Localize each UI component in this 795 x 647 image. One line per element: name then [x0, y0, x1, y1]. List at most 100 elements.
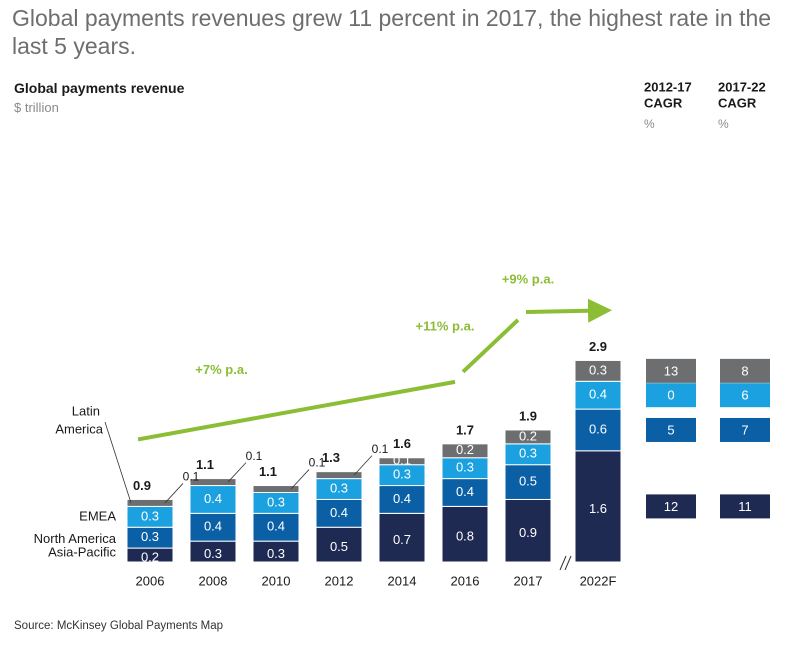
callout-line-2010 [290, 469, 310, 490]
value-label-emea-2010: 0.3 [267, 494, 285, 509]
value-label-asia-pacific-2006: 0.2 [141, 549, 159, 564]
cagr-cell-asia-pacific-2 [720, 494, 770, 519]
cagr-header-1-line2: CAGR [644, 95, 683, 110]
labels-layer: 0.20.30.30.10.920060.30.40.40.11.120080.… [34, 271, 617, 588]
value-label-asia-pacific-2017: 0.9 [519, 525, 537, 540]
axis-break-mark-1 [559, 555, 567, 571]
x-tick-2014: 2014 [388, 573, 417, 588]
callout-line-2008 [227, 462, 247, 483]
cagr-cell-north-america-2 [720, 417, 770, 442]
value-label-north-america-2014: 0.4 [393, 491, 411, 506]
cagr-header-2-unit: % [718, 117, 729, 131]
bar-segment-emea-2022F [574, 380, 622, 410]
chart-title: Global payments revenue [14, 80, 185, 96]
cagr-cell-latin-america-1 [646, 358, 696, 383]
value-label-latin-america-2017: 0.2 [519, 428, 537, 443]
callout-line-2006 [164, 483, 184, 504]
growth-label-2: +11% p.a. [416, 318, 475, 333]
value-label-latin-america-2012: 0.1 [372, 442, 389, 456]
bar-segment-asia-pacific-2012 [315, 526, 363, 563]
cagr-value-asia-pacific-1: 12 [664, 499, 678, 514]
value-label-asia-pacific-2022F: 1.6 [589, 501, 607, 516]
growth-label-3: +9% p.a. [502, 271, 554, 286]
value-label-latin-america-2010: 0.1 [309, 456, 326, 470]
latin-america-leader-line [104, 421, 132, 504]
value-label-latin-america-2022F: 0.3 [589, 362, 607, 377]
bar-segment-latin-america-2014 [378, 457, 426, 466]
cagr-value-north-america-2: 7 [741, 422, 748, 437]
value-label-emea-2006: 0.3 [141, 508, 159, 523]
cagr-header-1-line1: 2012-17 [644, 79, 692, 94]
bar-segment-north-america-2022F [574, 408, 622, 452]
bar-segment-asia-pacific-2016 [441, 505, 489, 563]
callout-line-2012 [353, 455, 373, 476]
value-label-emea-2014: 0.3 [393, 467, 411, 482]
cagr-value-emea-2: 6 [741, 388, 748, 403]
value-label-emea-2008: 0.4 [204, 491, 222, 506]
headline: Global payments revenues grew 11 percent… [12, 5, 772, 59]
value-label-north-america-2008: 0.4 [204, 519, 222, 534]
value-label-emea-2022F: 0.4 [589, 387, 607, 402]
value-label-emea-2016: 0.3 [456, 460, 474, 475]
growth-arrow-leg-2 [461, 318, 520, 374]
total-label-2016: 1.7 [456, 422, 474, 437]
growth-label-1: +7% p.a. [195, 362, 247, 377]
value-label-asia-pacific-2010: 0.3 [267, 546, 285, 561]
series-label-latin-america-line1: Latin [72, 403, 100, 418]
cagr-value-latin-america-2: 8 [741, 363, 748, 378]
cagr-cell-latin-america-2 [720, 358, 770, 383]
cagr-cell-asia-pacific-1 [646, 494, 696, 519]
bar-segment-asia-pacific-2022F [574, 450, 622, 563]
value-label-latin-america-2008: 0.1 [246, 449, 263, 463]
total-label-2010: 1.1 [259, 464, 277, 479]
cagr-cell-emea-1 [646, 383, 696, 408]
total-label-2006: 0.9 [133, 478, 151, 493]
value-label-north-america-2010: 0.4 [267, 519, 285, 534]
bar-segment-north-america-2010 [252, 512, 300, 542]
cagr-header-1-unit: % [644, 117, 655, 131]
bar-segment-north-america-2017 [504, 464, 552, 500]
series-label-north-america: North America [34, 531, 117, 546]
growth-arrow-layer [137, 298, 612, 442]
cagr-value-north-america-1: 5 [667, 422, 674, 437]
value-label-north-america-2012: 0.4 [330, 505, 348, 520]
growth-arrow-leg-3 [525, 298, 612, 323]
value-label-asia-pacific-2014: 0.7 [393, 532, 411, 547]
bar-segment-emea-2008 [189, 485, 237, 514]
total-label-2014: 1.6 [393, 436, 411, 451]
value-label-emea-2012: 0.3 [330, 480, 348, 495]
bars-layer [126, 359, 622, 563]
x-tick-2022F: 2022F [580, 573, 617, 588]
value-label-latin-america-2016: 0.2 [456, 442, 474, 457]
total-label-2022F: 2.9 [589, 339, 607, 354]
chart-unit: $ trillion [14, 100, 59, 115]
bar-segment-latin-america-2017 [504, 429, 552, 445]
x-tick-2006: 2006 [136, 573, 165, 588]
source-note: Source: McKinsey Global Payments Map [14, 620, 224, 632]
total-label-2012: 1.3 [322, 450, 340, 465]
x-tick-2010: 2010 [262, 573, 291, 588]
value-label-north-america-2022F: 0.6 [589, 421, 607, 436]
value-label-north-america-2017: 0.5 [519, 474, 537, 489]
bar-segment-north-america-2014 [378, 485, 426, 514]
bar-segment-latin-america-2022F [574, 359, 622, 382]
series-label-latin-america-line2: America [55, 421, 103, 436]
value-label-north-america-2006: 0.3 [141, 529, 159, 544]
value-label-asia-pacific-2008: 0.3 [204, 546, 222, 561]
value-label-north-america-2016: 0.4 [456, 484, 474, 499]
series-label-asia-pacific: Asia-Pacific [48, 544, 116, 559]
growth-arrow-leg-1 [137, 379, 456, 442]
cagr-header-2-line2: CAGR [718, 95, 757, 110]
cagr-value-asia-pacific-2: 11 [738, 499, 752, 514]
bar-segment-north-america-2012 [315, 498, 363, 528]
bar-segment-latin-america-2010 [252, 485, 300, 493]
bar-segment-asia-pacific-2017 [504, 498, 552, 563]
bar-segment-north-america-2016 [441, 478, 489, 507]
cagr-cell-north-america-1 [646, 417, 696, 442]
x-tick-2008: 2008 [199, 573, 228, 588]
x-tick-2017: 2017 [514, 573, 543, 588]
total-label-2017: 1.9 [519, 408, 537, 423]
value-label-emea-2017: 0.3 [519, 446, 537, 461]
